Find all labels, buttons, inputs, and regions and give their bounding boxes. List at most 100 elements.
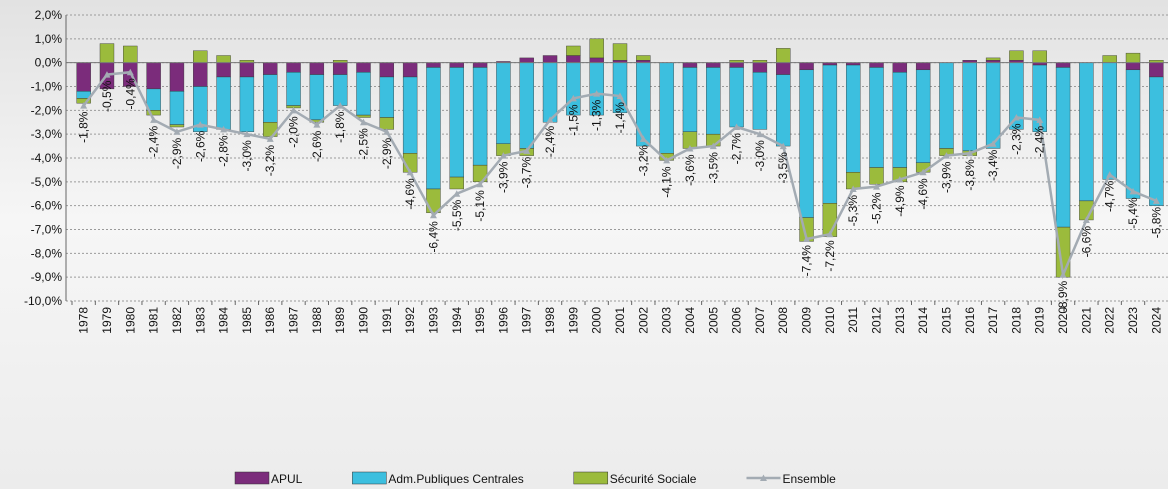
x-tick-label: 1980 <box>123 307 137 334</box>
ensemble-marker <box>220 125 228 133</box>
legend-marker <box>759 474 767 481</box>
bar-segment <box>566 45 581 56</box>
bar-segment <box>985 62 1001 149</box>
x-tick-label: 1978 <box>77 307 91 334</box>
ensemble-marker <box>336 102 344 109</box>
legend-swatch <box>352 471 387 485</box>
data-label: -2,5% <box>356 128 370 160</box>
data-label: -2,0% <box>287 116 301 148</box>
x-tick-label: 1995 <box>473 307 487 334</box>
legend-label: Adm.Publiques Centrales <box>388 472 523 486</box>
bar-segment <box>193 86 208 132</box>
x-tick-label: 2008 <box>776 307 790 334</box>
data-label: -3,0% <box>753 140 767 172</box>
y-tick-label: -10,0% <box>24 294 62 308</box>
x-tick-label: 2022 <box>1103 307 1117 334</box>
bar-segment <box>1102 62 1117 180</box>
bar-segment <box>542 62 558 123</box>
data-label: -1,4% <box>613 102 627 134</box>
data-label: -2,4% <box>147 126 161 158</box>
bar-segment <box>426 67 441 190</box>
bar-segment <box>892 71 908 168</box>
ensemble-marker <box>873 183 881 190</box>
bar-segment <box>1102 55 1117 63</box>
x-tick-label: 2005 <box>706 307 720 334</box>
data-label: -3,0% <box>240 140 254 172</box>
x-tick-label: 2012 <box>870 307 884 334</box>
ensemble-marker <box>569 94 577 102</box>
ensemble-marker <box>849 185 857 192</box>
ensemble-marker <box>523 147 531 154</box>
data-label: -3,9% <box>939 161 953 193</box>
bar-segment <box>776 62 791 75</box>
data-label: -4,7% <box>1103 180 1117 212</box>
data-label: -5,2% <box>870 192 884 224</box>
bar-segment <box>1032 50 1047 63</box>
data-label: -1,3% <box>590 99 604 131</box>
x-tick-label: 2017 <box>986 307 1000 334</box>
legend-label: APUL <box>271 472 303 486</box>
x-tick-label: 1993 <box>426 307 440 334</box>
y-tick-label: 1,0% <box>35 32 63 46</box>
bar-segment <box>1125 69 1141 199</box>
bar-segment <box>682 62 698 68</box>
data-label: -2,4% <box>1033 126 1047 158</box>
bar-segment <box>379 76 395 118</box>
ensemble-marker <box>173 128 181 135</box>
bar-segment <box>869 167 884 185</box>
bar-segment <box>263 74 278 123</box>
bar-segment <box>566 55 581 63</box>
bar-segment <box>263 62 278 75</box>
x-tick-label: 2010 <box>823 307 837 334</box>
bar-segment <box>402 76 418 154</box>
ensemble-marker <box>989 140 997 147</box>
bar-segment <box>449 176 464 190</box>
data-label: -8,9% <box>1056 280 1070 312</box>
bar-segment <box>636 55 651 61</box>
x-tick-label: 2024 <box>1149 307 1163 334</box>
bar-segment <box>309 62 325 75</box>
x-tick-label: 2002 <box>636 307 650 334</box>
ensemble-marker <box>453 190 461 197</box>
bar-segment <box>146 62 161 90</box>
bar-segment <box>332 74 348 106</box>
bar-segment <box>379 117 395 130</box>
bar-segment <box>776 48 791 63</box>
bar-segment <box>1032 64 1047 132</box>
data-label: -3,2% <box>636 145 650 177</box>
bar-segment <box>1125 52 1141 63</box>
bar-segment <box>682 67 698 132</box>
bar-segment <box>1125 62 1141 71</box>
bar-segment <box>892 62 908 73</box>
ensemble-marker <box>406 168 414 176</box>
bar-segment <box>915 62 931 71</box>
ensemble-marker <box>290 106 298 114</box>
data-label: -0,4% <box>123 78 137 110</box>
x-tick-label: 2020 <box>1056 307 1070 334</box>
ensemble-marker <box>663 156 671 164</box>
data-label: -3,2% <box>263 145 277 177</box>
x-tick-label: 1982 <box>170 307 184 334</box>
data-label: -5,1% <box>473 190 487 222</box>
x-tick-label: 2001 <box>613 307 627 334</box>
bar-segment <box>193 50 208 63</box>
bar-segment <box>752 71 768 130</box>
bar-segment <box>636 62 651 147</box>
ensemble-marker <box>476 180 484 188</box>
ensemble-marker <box>966 149 974 157</box>
bar-segment <box>915 69 931 163</box>
x-tick-label: 1981 <box>147 307 161 334</box>
ensemble-marker <box>429 211 437 219</box>
x-tick-label: 2009 <box>800 307 814 334</box>
ensemble-marker <box>103 71 111 78</box>
bar-segment <box>985 57 1001 61</box>
ensemble-marker <box>779 142 787 150</box>
data-label: -2,3% <box>1009 123 1023 155</box>
bar-segment <box>356 71 371 116</box>
bar-segment <box>752 62 768 73</box>
x-tick-label: 1997 <box>520 307 534 334</box>
bar-segment <box>869 67 884 168</box>
y-tick-label: -8,0% <box>31 246 63 260</box>
data-label: -3,5% <box>706 152 720 184</box>
bar-segment <box>962 62 977 152</box>
